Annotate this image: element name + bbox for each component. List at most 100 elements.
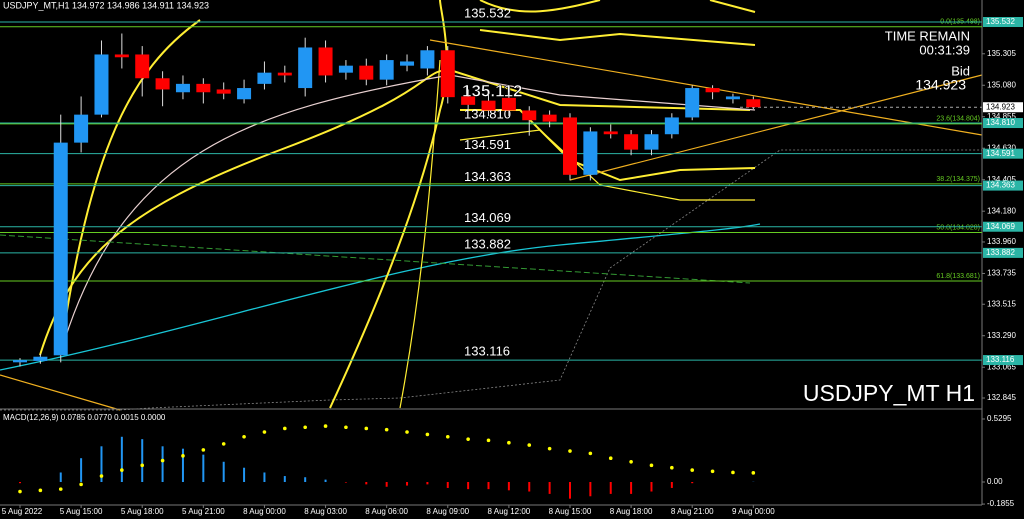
candle-body [196, 83, 211, 93]
y-tick-label: 133.735 [987, 269, 1016, 278]
macd-signal [303, 425, 307, 430]
candle-body [379, 60, 394, 80]
time-remain-label: TIME REMAIN [885, 28, 970, 43]
x-tick-label: 8 Aug 21:00 [671, 507, 714, 516]
candle-body [94, 54, 109, 115]
candle-body [74, 114, 89, 143]
y-tick-label: 133.290 [987, 331, 1016, 340]
macd-tick-label: 0.5295 [987, 414, 1012, 423]
candle-body [481, 100, 496, 111]
x-tick-label: 8 Aug 06:00 [365, 507, 408, 516]
y-tick-label: 132.845 [987, 393, 1016, 402]
y-tick-label: 135.080 [987, 80, 1016, 89]
macd-signal [58, 487, 63, 491]
candle-body [725, 96, 740, 100]
candle-body [338, 65, 353, 73]
candle-body [175, 83, 190, 93]
macd-signal [507, 440, 511, 445]
macd-signal [283, 426, 287, 431]
x-tick-label: 8 Aug 15:00 [549, 507, 592, 516]
x-tick-label: 9 Aug 00:00 [732, 507, 775, 516]
macd-signal [384, 427, 389, 432]
candle-body [216, 89, 231, 94]
y-tick-label: 133.065 [987, 362, 1016, 371]
x-tick-label: 8 Aug 18:00 [610, 507, 653, 516]
candle-body [583, 131, 598, 175]
macd-signal [568, 449, 572, 453]
y-tick-label: 134.855 [987, 112, 1016, 121]
macd-tick-label: -0.1855 [987, 499, 1015, 508]
candle-body [562, 117, 577, 175]
macd-signal [344, 425, 348, 430]
price-axis-label: 134.923 [986, 102, 1015, 111]
macd-signal [445, 434, 450, 439]
macd-signal [79, 482, 83, 487]
y-tick-label: 134.630 [987, 143, 1016, 152]
macd-signal [201, 448, 206, 452]
candle-body [461, 96, 476, 105]
y-tick-label: 133.960 [987, 237, 1016, 246]
level-box [983, 17, 1023, 28]
level-label: 133.116 [464, 344, 510, 359]
candle-body [277, 72, 292, 76]
x-tick-label: 8 Aug 09:00 [426, 507, 469, 516]
candle-body [33, 356, 48, 361]
macd-signal [649, 463, 654, 468]
candle-body [603, 131, 618, 135]
level-axis-label: 134.363 [986, 181, 1015, 190]
level-label: 135.532 [464, 5, 511, 20]
macd-signal [751, 471, 756, 475]
y-tick-label: 135.305 [987, 49, 1016, 58]
macd-signal [221, 442, 226, 446]
fib-label: 50.0(134.028) [936, 224, 980, 231]
y-tick-label: 133.515 [987, 299, 1016, 308]
macd-signal [364, 426, 369, 431]
decor [0, 0, 983, 411]
fib-label: 38.2(134.375) [936, 176, 980, 183]
x-tick-label: 5 Aug 21:00 [182, 507, 225, 516]
macd-tick-label: 0.00 [987, 477, 1003, 486]
candle-body [135, 54, 150, 79]
level-box [983, 355, 1023, 366]
macd-signal [262, 430, 267, 434]
level-label: 134.810 [464, 106, 511, 121]
macd-signal [242, 434, 246, 439]
candle-body [237, 88, 252, 100]
candle-body [501, 97, 516, 111]
macd-signal [181, 454, 185, 458]
candle-body [318, 47, 333, 76]
candle-body [522, 110, 537, 121]
candle-body [114, 54, 129, 58]
level-box [983, 247, 1023, 258]
macd-signal [140, 463, 145, 468]
macd-signal [466, 437, 470, 441]
bid: 134.923 [915, 77, 966, 93]
macd-signal [608, 456, 613, 460]
time-remain: 00:31:39 [919, 42, 970, 57]
macd-signal [18, 489, 22, 494]
macd-signal [323, 424, 328, 428]
macd-signal [629, 459, 633, 464]
macd-signal [731, 470, 735, 475]
macd-signal [527, 443, 532, 447]
macd-signal [588, 451, 593, 456]
candle-body [685, 88, 700, 118]
x-tick-label: 5 Aug 18:00 [121, 507, 164, 516]
level-box [983, 180, 1023, 191]
fib-label: 23.6(134.804) [936, 116, 980, 123]
level-box [983, 148, 1023, 159]
macd-signal [160, 458, 165, 463]
x-tick-label: 8 Aug 00:00 [243, 507, 286, 516]
level-axis-label: 133.882 [986, 248, 1015, 257]
level-axis-label: 133.116 [986, 355, 1015, 364]
candle-body [257, 72, 272, 84]
macd-label: MACD(12,26,9) 0.0785 0.0770 0.0015 0.000… [3, 413, 166, 422]
level-label: 133.882 [464, 236, 511, 251]
candle-body [400, 61, 415, 66]
macd-signal [120, 468, 124, 472]
level-label: 134.363 [464, 169, 511, 184]
bid-label: Bid [951, 63, 970, 78]
candle-body [298, 47, 313, 89]
candle-body [420, 50, 435, 69]
macd-signal [405, 430, 409, 434]
